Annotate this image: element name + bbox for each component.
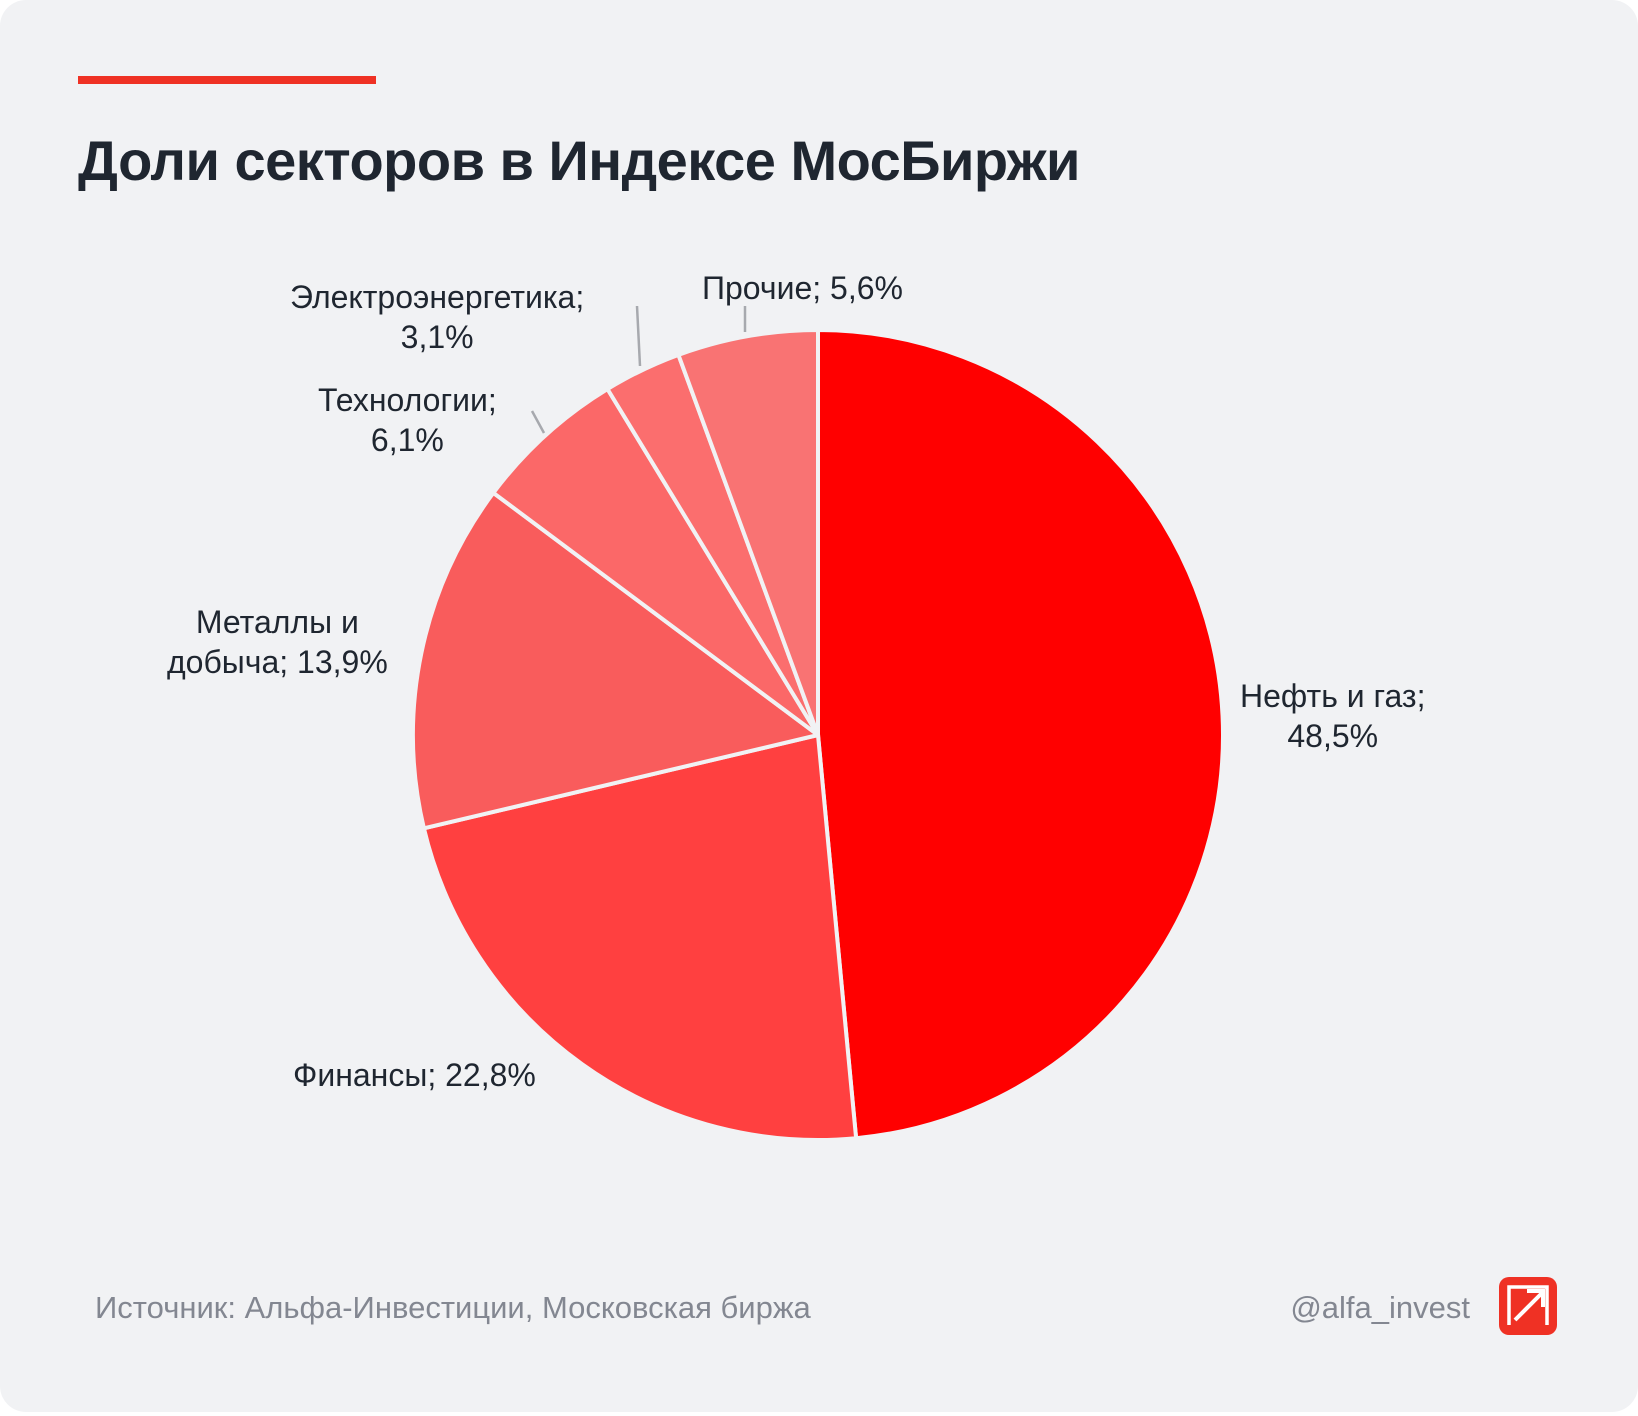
accent-bar — [78, 76, 376, 84]
slice-label-value: 6,1% — [370, 422, 444, 458]
slice-label-value: 22,8% — [445, 1057, 536, 1093]
chart-title: Доли секторов в Индексе МосБиржи — [78, 129, 1080, 192]
slice-label-tech: Технологии; 6,1% — [318, 380, 497, 460]
source-note: Источник: Альфа-Инвестиции, Московская б… — [95, 1290, 811, 1325]
slice-label-value: 5,6% — [830, 270, 903, 306]
pie-slice-finance — [421, 733, 859, 1142]
slice-label-oil-gas: Нефть и газ; 48,5% — [1240, 676, 1425, 756]
slice-label-value: 48,5% — [1287, 718, 1379, 754]
slice-label-other: Прочие; 5,6% — [702, 268, 903, 308]
slice-label-name: Электроэнергетика; — [290, 279, 585, 315]
pie-slice-metals — [411, 490, 820, 831]
slice-label-line-2: добыча; 13,9% — [167, 644, 388, 680]
slice-label-name-value: Прочие; 5,6% — [702, 268, 903, 308]
slice-label-finance: Финансы; 22,8% — [293, 1055, 536, 1095]
slice-label-value: 3,1% — [400, 319, 474, 355]
pie-slice-other — [676, 328, 820, 737]
slice-label-line-1: Металлы и — [195, 604, 359, 640]
social-handle: @alfa_invest — [1290, 1290, 1470, 1325]
leader-line-power — [635, 305, 642, 367]
alfa-logo-icon — [1499, 1277, 1557, 1335]
pie-slice-oil-gas — [816, 328, 1225, 1141]
slice-label-power: Электроэнергетика; 3,1% — [290, 277, 584, 357]
slice-label-name: Технологии; — [318, 382, 497, 418]
pie-slice-tech — [491, 387, 820, 737]
slice-label-name: Финансы; 22,8% — [293, 1055, 536, 1095]
pie-chart-svg — [411, 305, 1225, 1142]
pie-chart: Нефть и газ; 48,5% Финансы; 22,8% Металл… — [167, 268, 1425, 1142]
slice-label-name: Нефть и газ; — [1240, 678, 1426, 714]
slice-label-metals: Металлы и добыча; 13,9% — [167, 602, 388, 682]
leader-line-tech — [530, 410, 546, 434]
slice-label-name-text: Прочие; — [702, 270, 822, 306]
slice-label-name-text: Финансы; — [293, 1057, 437, 1093]
